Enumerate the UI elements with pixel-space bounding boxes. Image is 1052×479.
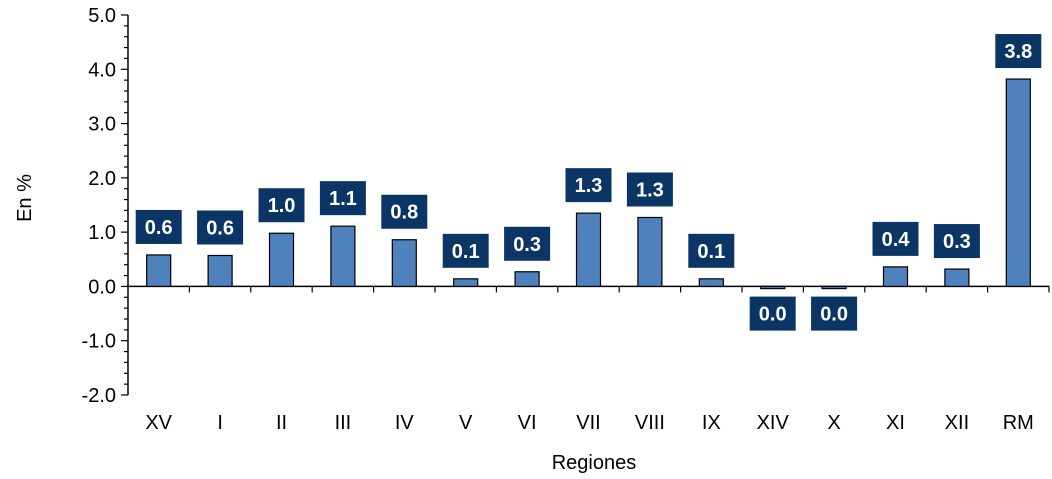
x-tick-label: XI — [886, 412, 905, 434]
data-label-box — [197, 210, 244, 245]
y-tick-label: 4.0 — [88, 59, 116, 81]
y-tick-label: 2.0 — [88, 168, 116, 190]
y-tick-label: -1.0 — [82, 331, 116, 353]
data-label: 3.8 — [1004, 41, 1032, 63]
data-label-box — [258, 188, 305, 223]
data-label: 0.8 — [390, 202, 418, 224]
bar — [1005, 78, 1031, 288]
data-label-box — [442, 233, 489, 268]
bar — [760, 285, 786, 290]
x-tick-label: X — [827, 412, 840, 434]
y-tick-label: 3.0 — [88, 114, 116, 136]
data-label: 0.0 — [759, 304, 787, 326]
data-label-box — [995, 34, 1042, 69]
data-label: 0.6 — [145, 217, 173, 239]
data-label-box — [811, 296, 858, 331]
data-label: 0.3 — [943, 231, 971, 253]
data-label-box — [749, 296, 796, 331]
data-label: 0.1 — [452, 241, 480, 263]
y-tick-label: 1.0 — [88, 222, 116, 244]
bar — [514, 271, 540, 288]
x-tick-label: XII — [945, 412, 969, 434]
x-axis-title: Regiones — [552, 452, 637, 474]
bar — [882, 266, 909, 288]
bar — [575, 212, 602, 288]
x-tick-label: VIII — [635, 412, 665, 434]
data-label-box — [319, 181, 366, 216]
data-label: 0.4 — [882, 229, 911, 251]
bar — [146, 254, 172, 288]
data-label: 1.3 — [636, 179, 664, 201]
y-tick-label: -2.0 — [82, 385, 116, 407]
data-label: 1.0 — [268, 195, 296, 217]
data-label: 1.3 — [575, 175, 603, 197]
x-tick-label: II — [276, 412, 287, 434]
x-tick-label: RM — [1003, 412, 1034, 434]
data-label-box — [626, 172, 673, 207]
x-tick-label: I — [217, 412, 223, 434]
data-label: 0.1 — [697, 241, 725, 263]
y-axis-title: En % — [14, 174, 36, 222]
data-label-box — [688, 233, 735, 268]
bar — [821, 285, 847, 290]
data-label-box — [933, 224, 980, 259]
y-tick-label: 5.0 — [88, 5, 116, 27]
x-tick-label: V — [459, 412, 473, 434]
x-tick-label: XIV — [757, 412, 790, 434]
x-tick-label: VI — [518, 412, 537, 434]
x-tick-label: III — [335, 412, 352, 434]
bar — [268, 232, 295, 288]
data-label: 0.0 — [820, 304, 848, 326]
data-label: 1.1 — [329, 188, 357, 210]
data-label-box — [872, 221, 919, 256]
bar — [698, 278, 724, 288]
bar — [207, 254, 233, 288]
data-label-box — [381, 194, 428, 229]
data-label: 0.3 — [513, 234, 541, 256]
bar — [453, 278, 479, 288]
y-tick-label: 0.0 — [88, 276, 116, 298]
data-label: 0.6 — [206, 217, 234, 239]
data-label-box — [565, 168, 612, 203]
x-tick-label: VII — [576, 412, 600, 434]
data-label-box — [135, 209, 182, 244]
bar — [391, 239, 417, 288]
data-label-box — [504, 226, 551, 261]
x-tick-label: IX — [702, 412, 721, 434]
bar — [944, 268, 970, 288]
bar — [330, 225, 356, 288]
x-tick-label: XV — [145, 412, 172, 434]
bar — [637, 216, 663, 288]
x-tick-label: IV — [395, 412, 415, 434]
